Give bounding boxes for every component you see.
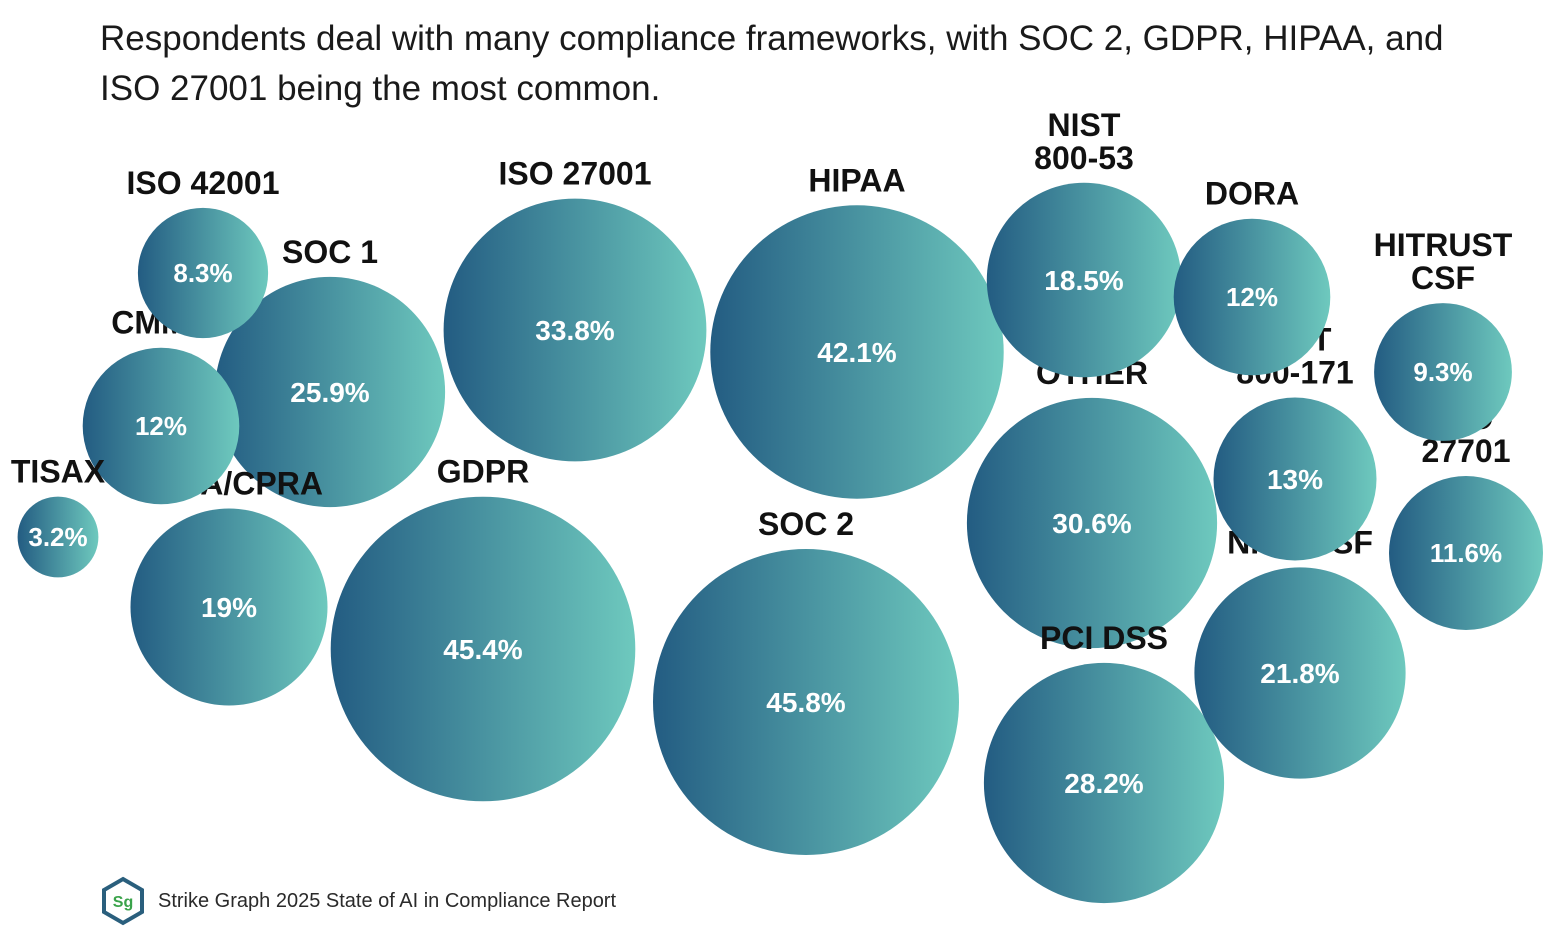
bubble-circle-hipaa xyxy=(710,205,1004,499)
bubble-circle-hitrust-csf xyxy=(1374,303,1512,441)
bubble-label-hitrust-csf-line-2: CSF xyxy=(1411,260,1475,296)
bubble-circle-cmmc xyxy=(82,347,240,505)
bubble-value-soc-1: 25.9% xyxy=(290,377,369,408)
bubble-value-nist-800-171: 13% xyxy=(1267,464,1323,495)
bubble-value-hitrust-csf: 9.3% xyxy=(1413,357,1472,387)
bubble-pci-dss: 28.2% PCI DSS xyxy=(983,620,1225,904)
bubble-value-dora: 12% xyxy=(1226,282,1278,312)
bubble-label-nist-800-53-line-2: 800-53 xyxy=(1034,140,1134,176)
bubble-value-hipaa: 42.1% xyxy=(817,337,896,368)
bubble-soc-1: 25.9% SOC 1 xyxy=(214,234,446,508)
bubble-circle-iso-27001 xyxy=(443,198,707,462)
bubble-label-dora: DORA xyxy=(1205,176,1299,212)
strike-graph-logo: Sg xyxy=(102,876,144,926)
bubble-circle-iso-27701 xyxy=(1389,476,1543,630)
bubble-value-tisax: 3.2% xyxy=(28,522,87,552)
bubble-value-pci-dss: 28.2% xyxy=(1064,768,1143,799)
logo-text: Sg xyxy=(113,894,133,911)
bubble-layer: 45.8% SOC 2 45.4% GDPR 42.1% HIPAA 33.8% ISO 27… xyxy=(11,107,1543,904)
bubble-label-gdpr: GDPR xyxy=(437,454,529,490)
bubble-label-nist-800-53-line-1: NIST xyxy=(1048,107,1121,143)
bubble-label-pci-dss: PCI DSS xyxy=(1040,620,1168,656)
bubble-value-ccpa-cpra: 19% xyxy=(201,592,257,623)
bubble-circle-other xyxy=(966,397,1218,649)
bubble-circle-gdpr xyxy=(330,496,636,802)
bubble-other: 30.6%OTHER xyxy=(966,355,1218,649)
bubble-value-nist-800-53: 18.5% xyxy=(1044,265,1123,296)
bubble-hipaa: 42.1% HIPAA xyxy=(710,162,1004,499)
bubble-value-gdpr: 45.4% xyxy=(443,634,522,665)
bubble-circle-ccpa-cpra xyxy=(130,508,328,706)
bubble-circle-nist-800-171 xyxy=(1213,397,1377,561)
bubble-iso-27701: 11.6%ISO27701 xyxy=(1389,400,1543,630)
bubble-circle-nist-csf xyxy=(1194,567,1406,779)
bubble-label-soc-2: SOC 2 xyxy=(758,506,854,542)
bubble-circle-soc-1 xyxy=(214,276,446,508)
bubble-value-soc-2: 45.8% xyxy=(766,687,845,718)
bubble-circle-tisax xyxy=(17,496,99,578)
bubble-label-soc-1: SOC 1 xyxy=(282,234,378,270)
bubble-iso-27001: 33.8% ISO 27001 xyxy=(443,156,707,462)
bubble-label-tisax: TISAX xyxy=(11,454,106,490)
bubble-value-iso-27701: 11.6% xyxy=(1430,538,1502,568)
bubble-soc-2: 45.8% SOC 2 xyxy=(653,506,959,855)
chart-headline: Respondents deal with many compliance fr… xyxy=(100,19,1444,108)
bubble-label-hitrust-csf-line-1: HITRUST xyxy=(1374,227,1513,263)
bubble-tisax: 3.2% TISAX xyxy=(11,454,106,578)
bubble-dora: 12% DORA xyxy=(1173,176,1331,376)
bubble-iso-42001: 8.3% ISO 42001 xyxy=(127,165,280,339)
bubble-label-iso-27001: ISO 27001 xyxy=(499,156,652,192)
bubble-gdpr: 45.4% GDPR xyxy=(330,454,636,802)
bubble-circle-soc-2 xyxy=(653,549,959,855)
bubble-nist-csf: 21.8%NIST CSF xyxy=(1194,524,1406,779)
footer-source: Strike Graph 2025 State of AI in Complia… xyxy=(158,889,617,912)
bubble-circle-pci-dss xyxy=(983,662,1225,904)
bubble-circle-dora xyxy=(1173,218,1331,376)
bubble-value-nist-csf: 21.8% xyxy=(1260,658,1339,689)
bubble-label-hipaa: HIPAA xyxy=(808,162,905,198)
bubble-label-iso-42001: ISO 42001 xyxy=(127,165,280,201)
footer: Sg Strike Graph 2025 State of AI in Comp… xyxy=(100,876,616,926)
bubble-value-iso-42001: 8.3% xyxy=(173,258,232,288)
bubble-value-other: 30.6% xyxy=(1052,508,1131,539)
bubble-circle-nist-800-53 xyxy=(986,182,1182,378)
bubble-circle-iso-42001 xyxy=(137,207,269,339)
bubble-value-iso-27001: 33.8% xyxy=(535,315,614,346)
bubble-value-cmmc: 12% xyxy=(135,411,187,441)
